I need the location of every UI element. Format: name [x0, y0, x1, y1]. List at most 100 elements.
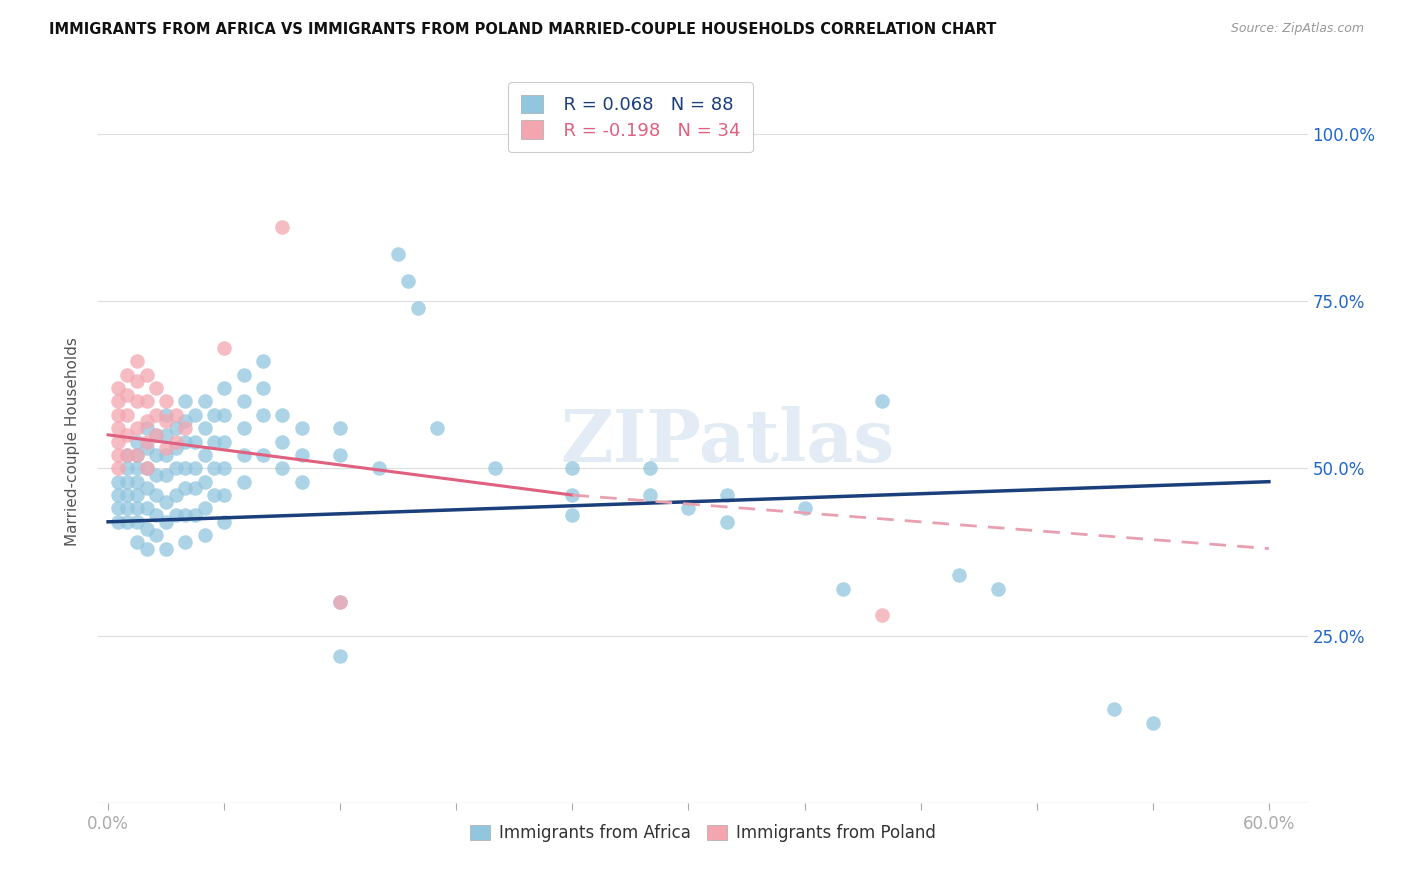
Point — [678, 501, 700, 516]
Point — [165, 408, 187, 422]
Point — [406, 301, 429, 315]
Point — [1142, 715, 1164, 730]
Point — [107, 381, 129, 395]
Point — [135, 521, 157, 535]
Point — [204, 408, 226, 422]
Point — [107, 394, 129, 409]
Point — [127, 515, 149, 529]
Point — [329, 648, 352, 663]
Point — [232, 475, 254, 489]
Point — [145, 427, 167, 442]
Point — [155, 442, 177, 455]
Point — [107, 501, 129, 516]
Point — [271, 408, 294, 422]
Point — [107, 515, 129, 529]
Point — [107, 461, 129, 475]
Point — [329, 448, 352, 462]
Point — [135, 368, 157, 382]
Point — [832, 582, 855, 596]
Point — [107, 408, 129, 422]
Point — [145, 488, 167, 502]
Point — [127, 375, 149, 389]
Point — [117, 501, 139, 516]
Point — [127, 501, 149, 516]
Point — [184, 434, 207, 449]
Point — [194, 448, 217, 462]
Point — [426, 421, 449, 435]
Point — [271, 220, 294, 235]
Point — [135, 421, 157, 435]
Point — [232, 394, 254, 409]
Point — [145, 467, 167, 482]
Y-axis label: Married-couple Households: Married-couple Households — [65, 337, 80, 546]
Point — [165, 508, 187, 523]
Point — [117, 427, 139, 442]
Point — [107, 421, 129, 435]
Point — [107, 475, 129, 489]
Point — [127, 354, 149, 368]
Point — [117, 387, 139, 401]
Point — [212, 408, 235, 422]
Point — [135, 394, 157, 409]
Point — [127, 434, 149, 449]
Point — [127, 461, 149, 475]
Point — [155, 467, 177, 482]
Point — [135, 442, 157, 455]
Text: IMMIGRANTS FROM AFRICA VS IMMIGRANTS FROM POLAND MARRIED-COUPLE HOUSEHOLDS CORRE: IMMIGRANTS FROM AFRICA VS IMMIGRANTS FRO… — [49, 22, 997, 37]
Point — [561, 508, 583, 523]
Point — [135, 461, 157, 475]
Point — [252, 354, 274, 368]
Point — [194, 528, 217, 542]
Point — [117, 408, 139, 422]
Point — [271, 434, 294, 449]
Point — [145, 381, 167, 395]
Point — [204, 461, 226, 475]
Point — [561, 461, 583, 475]
Legend: Immigrants from Africa, Immigrants from Poland: Immigrants from Africa, Immigrants from … — [464, 817, 942, 848]
Point — [638, 461, 661, 475]
Point — [127, 394, 149, 409]
Point — [212, 341, 235, 355]
Point — [252, 448, 274, 462]
Point — [127, 448, 149, 462]
Point — [165, 421, 187, 435]
Point — [174, 394, 197, 409]
Point — [870, 608, 893, 623]
Point — [184, 408, 207, 422]
Point — [127, 534, 149, 549]
Point — [145, 448, 167, 462]
Point — [174, 482, 197, 496]
Point — [204, 434, 226, 449]
Point — [155, 448, 177, 462]
Point — [155, 394, 177, 409]
Point — [561, 488, 583, 502]
Point — [290, 448, 312, 462]
Point — [232, 368, 254, 382]
Point — [117, 368, 139, 382]
Point — [252, 408, 274, 422]
Point — [638, 488, 661, 502]
Point — [155, 541, 177, 556]
Point — [107, 488, 129, 502]
Point — [396, 274, 419, 288]
Point — [174, 434, 197, 449]
Point — [204, 488, 226, 502]
Point — [174, 421, 197, 435]
Point — [484, 461, 506, 475]
Point — [194, 501, 217, 516]
Point — [117, 515, 139, 529]
Point — [793, 501, 815, 516]
Point — [387, 247, 409, 261]
Point — [135, 541, 157, 556]
Point — [194, 394, 217, 409]
Point — [194, 421, 217, 435]
Point — [232, 421, 254, 435]
Point — [212, 488, 235, 502]
Point — [184, 508, 207, 523]
Point — [135, 414, 157, 429]
Text: Source: ZipAtlas.com: Source: ZipAtlas.com — [1230, 22, 1364, 36]
Point — [716, 515, 738, 529]
Point — [117, 448, 139, 462]
Point — [232, 448, 254, 462]
Point — [135, 501, 157, 516]
